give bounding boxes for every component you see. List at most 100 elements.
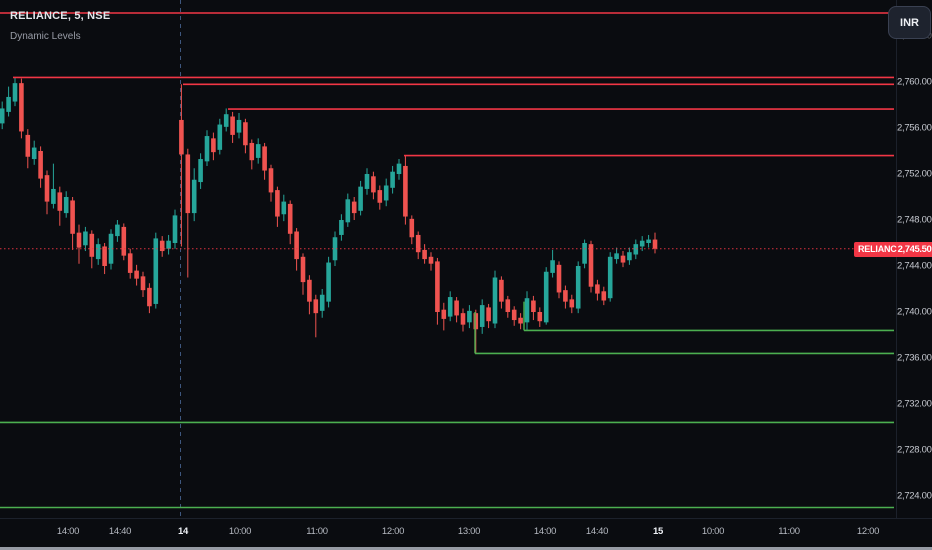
candle-body	[281, 201, 287, 215]
candle-body	[595, 284, 600, 294]
candle-body	[332, 237, 338, 261]
candle-body	[390, 171, 395, 188]
candle-body	[627, 252, 632, 261]
candle-body	[275, 190, 280, 217]
time-tick-label: 11:00	[306, 526, 328, 537]
candle-body	[524, 298, 530, 323]
candle-body	[31, 147, 37, 160]
time-tick-label: 10:00	[228, 526, 252, 537]
last-price-value-tag: 2,745.50	[897, 242, 932, 257]
candle-body	[294, 231, 299, 260]
candle-body	[198, 159, 203, 183]
candle-body	[601, 291, 607, 301]
indicator-legend-label[interactable]: Dynamic Levels	[10, 31, 81, 43]
candle-body	[166, 240, 171, 249]
candle-body	[428, 256, 434, 264]
candle-body	[652, 239, 658, 249]
candle-body	[563, 290, 568, 302]
price-tick-label: 2,752.00	[897, 168, 932, 180]
candle-body	[377, 190, 383, 203]
candle-body	[511, 309, 517, 321]
candle-body	[575, 266, 581, 309]
time-tick-label: 14:00	[533, 526, 557, 537]
candle-body	[243, 122, 248, 146]
candle-body	[217, 124, 223, 150]
candle-body	[223, 114, 229, 127]
candle-body	[57, 192, 63, 211]
candle-body	[499, 279, 504, 302]
time-tick-label: 14:00	[56, 526, 80, 537]
candle-body	[83, 231, 88, 246]
candle-body	[179, 119, 184, 155]
candle-body	[486, 307, 491, 322]
candle-body	[415, 234, 421, 253]
candle-body	[89, 233, 95, 257]
candle-body	[262, 146, 267, 171]
candle-body	[102, 246, 107, 266]
candle-body	[185, 154, 191, 214]
time-tick-label: 12:00	[381, 526, 405, 537]
candle-body	[435, 261, 440, 312]
candle-body	[639, 240, 645, 247]
candle-body	[0, 108, 5, 124]
candle-body	[364, 174, 370, 189]
candle-body	[556, 264, 562, 293]
candle-body	[307, 279, 312, 302]
candle-body	[633, 244, 639, 255]
candle-body	[127, 253, 133, 273]
candle-body	[537, 312, 543, 322]
price-axis-divider	[896, 0, 897, 518]
candle-body	[620, 255, 626, 263]
candle-body	[140, 276, 146, 291]
candle-body	[582, 243, 587, 264]
candle-body	[550, 260, 555, 273]
symbol-legend-title[interactable]: RELIANCE, 5, NSE	[10, 10, 111, 22]
candle-body	[396, 163, 402, 174]
candle-body	[460, 313, 466, 325]
candle-body	[70, 200, 75, 234]
time-tick-label: 12:00	[856, 526, 880, 537]
candle-body	[51, 188, 56, 204]
candle-body	[76, 232, 82, 248]
candle-body	[12, 83, 18, 102]
time-tick-label: 13:00	[457, 526, 481, 537]
candle-body	[159, 240, 165, 252]
candle-body	[505, 299, 511, 312]
candle-body	[371, 176, 376, 193]
currency-toggle-button[interactable]: INR	[888, 6, 931, 39]
price-tick-label: 2,724.00	[897, 490, 932, 502]
candle-body	[38, 151, 43, 179]
price-tick-label: 2,748.00	[897, 214, 932, 226]
candle-body	[441, 309, 447, 319]
time-axis[interactable]: 14:00 14:40 14 10:00 11:00 12:00 13:00 14:00 14:…	[0, 519, 932, 547]
candle-body	[403, 165, 408, 217]
candle-body	[543, 271, 549, 323]
candle-body	[569, 299, 575, 308]
candle-body	[268, 168, 274, 193]
time-tick-label: 14:40	[585, 526, 609, 537]
candle-body	[345, 199, 351, 223]
candle-body	[230, 116, 235, 135]
price-tick-label: 2,744.00	[897, 260, 932, 272]
candle-body	[25, 134, 31, 157]
candle-body	[236, 119, 242, 133]
time-axis-divider	[0, 518, 932, 519]
price-tick-label: 2,732.00	[897, 398, 932, 410]
last-price-symbol-tag: RELIANCE	[854, 242, 907, 257]
candle-body	[351, 201, 357, 214]
time-tick-label: 11:00	[778, 526, 800, 537]
price-axis[interactable]: 2,764.002,760.002,756.002,752.002,748.00…	[897, 0, 932, 518]
candle-body	[19, 83, 24, 132]
candle-body	[492, 277, 498, 324]
candle-body	[134, 270, 139, 279]
candle-body	[607, 256, 613, 299]
candle-body	[454, 300, 459, 316]
time-tick-label: 15	[653, 526, 663, 537]
candle-body	[518, 317, 523, 324]
candle-body	[287, 203, 293, 234]
candle-body	[121, 226, 127, 256]
candle-body	[588, 244, 594, 287]
candle-body	[358, 186, 363, 211]
candle-body	[300, 256, 306, 283]
